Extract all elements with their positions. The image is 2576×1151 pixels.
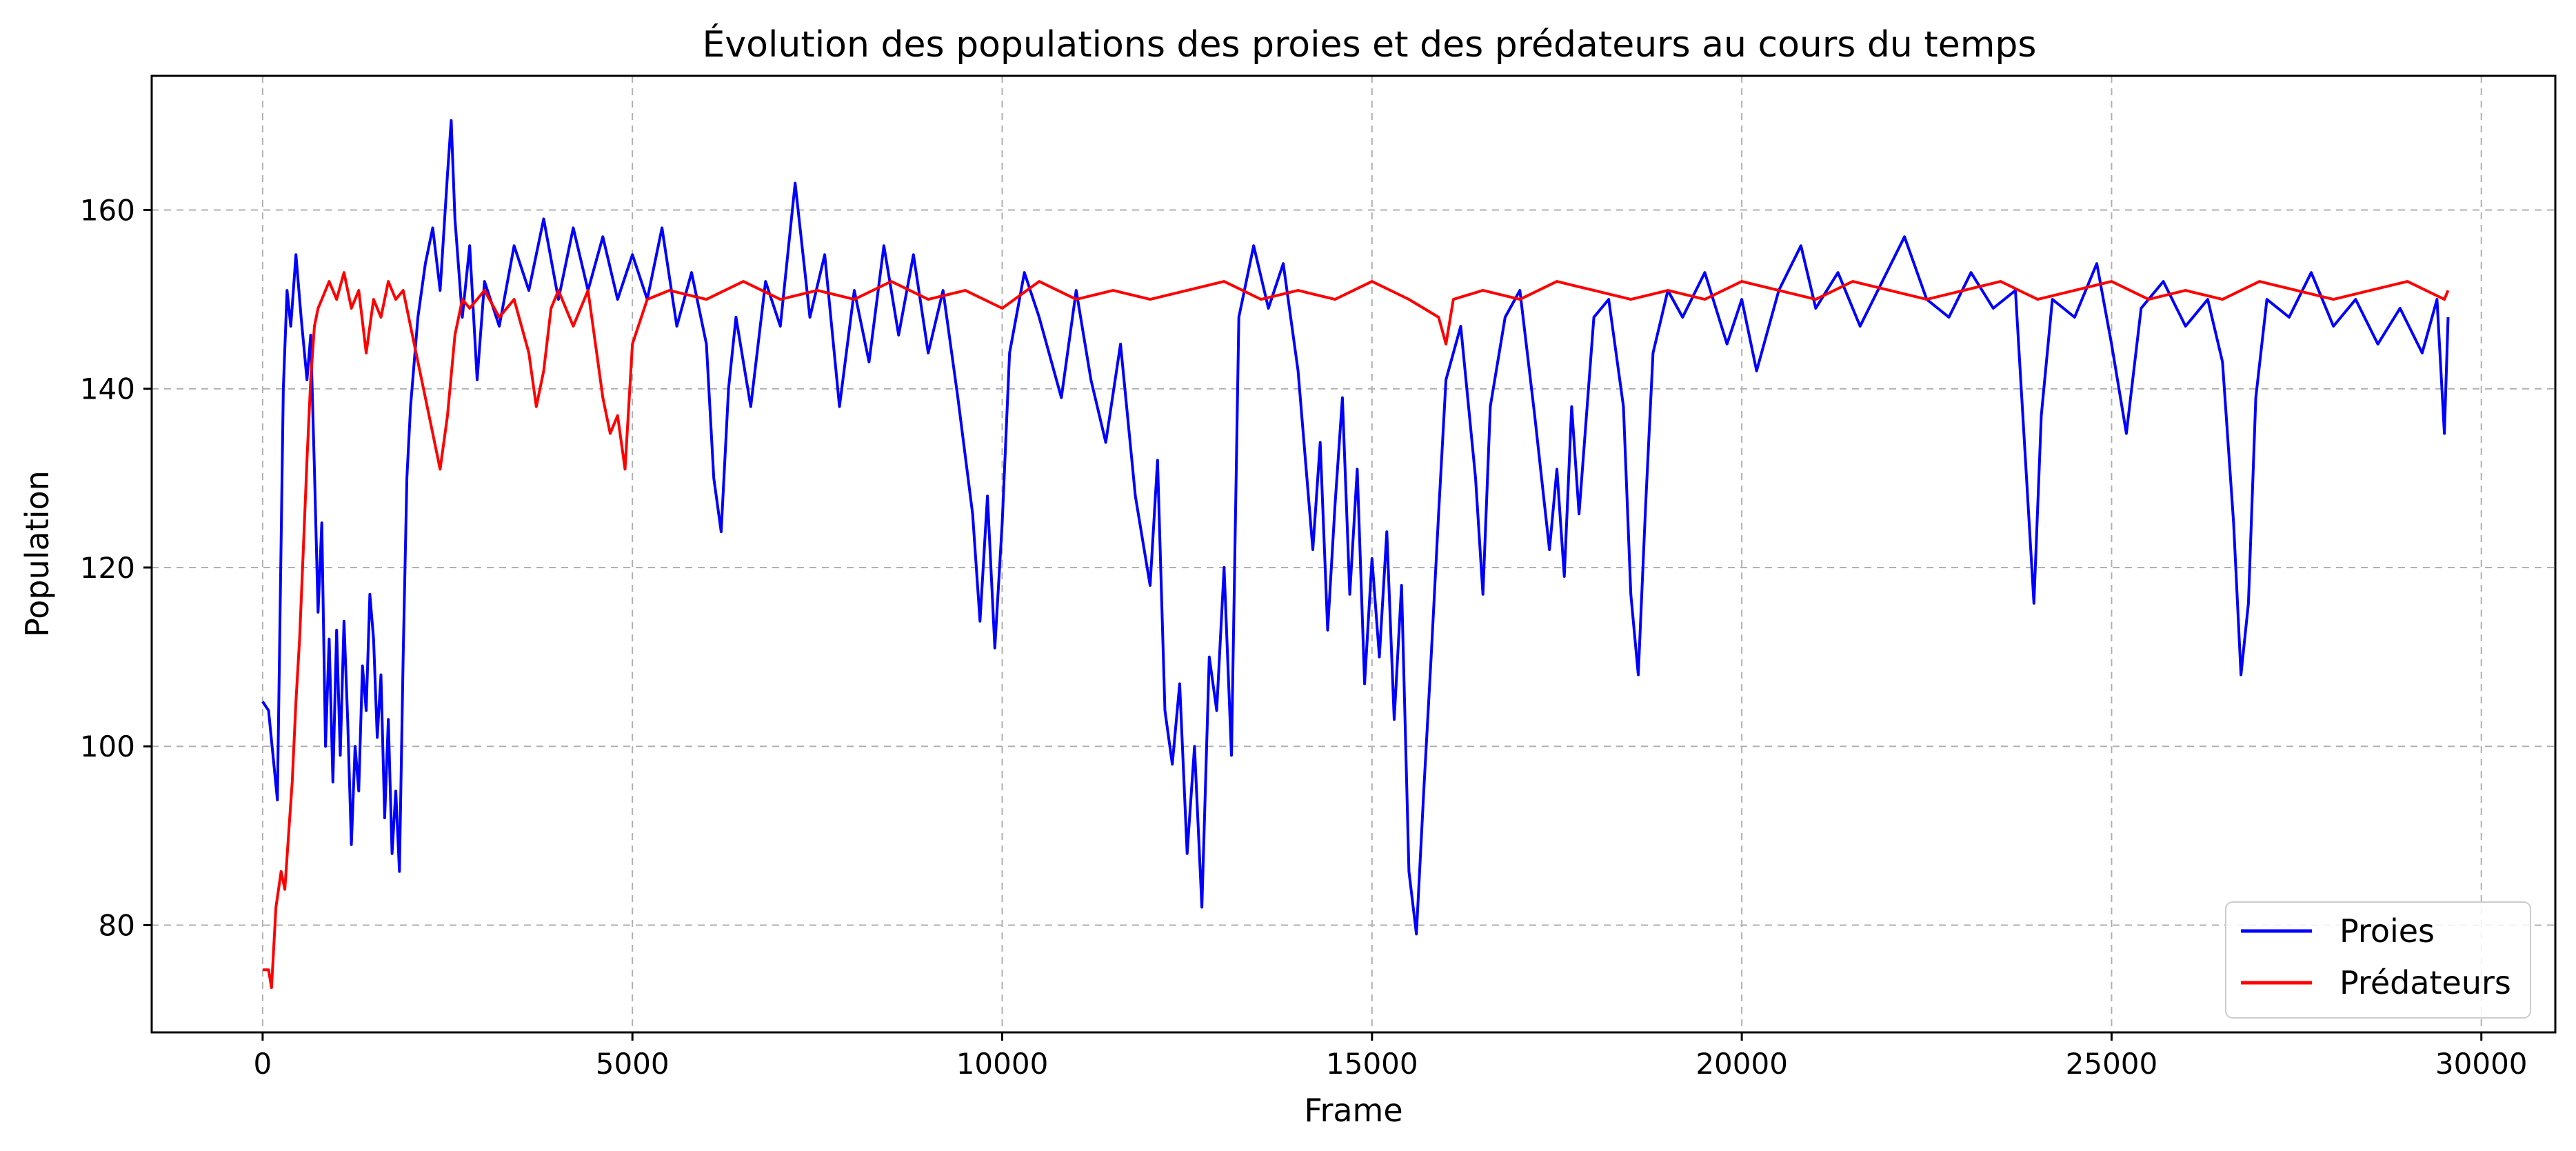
y-tick-label: 100 bbox=[80, 730, 135, 763]
x-tick-label: 25000 bbox=[2066, 1047, 2158, 1081]
x-tick-label: 15000 bbox=[1326, 1047, 1418, 1081]
chart-title: Évolution des populations des proies et … bbox=[703, 23, 2037, 66]
plot-frame bbox=[150, 74, 2557, 1034]
series-group bbox=[261, 119, 2450, 990]
y-tick-label: 160 bbox=[80, 193, 135, 227]
y-axis: 80 100 120 140 160 bbox=[80, 193, 152, 942]
legend: Proies Prédateurs bbox=[2225, 901, 2531, 1019]
series-line-proies bbox=[261, 119, 2450, 936]
x-tick-label: 30000 bbox=[2435, 1047, 2528, 1081]
grid-lines bbox=[152, 76, 2555, 1032]
x-tick-label: 10000 bbox=[956, 1047, 1049, 1081]
x-tick-label: 5000 bbox=[596, 1047, 670, 1081]
y-tick-label: 120 bbox=[80, 551, 135, 585]
x-tick-label: 0 bbox=[254, 1047, 272, 1081]
x-tick-label: 20000 bbox=[1695, 1047, 1788, 1081]
series-line-predateurs bbox=[262, 271, 2450, 990]
legend-label-proies: Proies bbox=[2339, 912, 2435, 950]
y-axis-label: Population bbox=[19, 470, 56, 637]
y-tick-label: 140 bbox=[80, 372, 135, 406]
legend-label-predateurs: Prédateurs bbox=[2339, 964, 2511, 1001]
x-axis-label: Frame bbox=[1304, 1092, 1402, 1129]
y-tick-label: 80 bbox=[99, 908, 135, 942]
x-axis: 0 5000 10000 15000 20000 25000 30000 bbox=[254, 1032, 2528, 1081]
